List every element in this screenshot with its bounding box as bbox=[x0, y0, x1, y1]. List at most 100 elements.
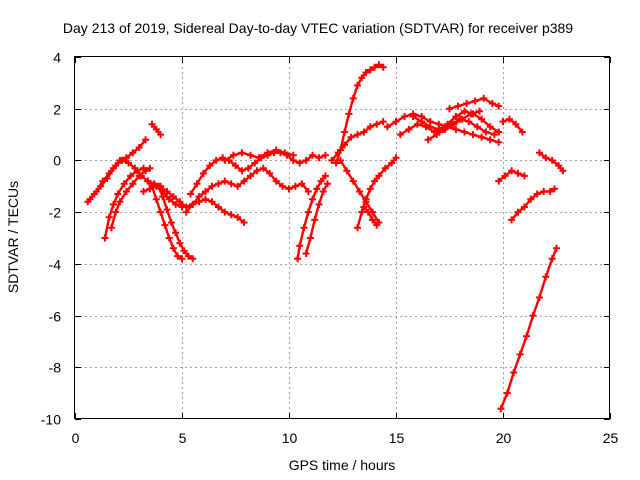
data-point bbox=[129, 149, 137, 157]
data-point bbox=[366, 185, 374, 193]
data-point bbox=[354, 224, 361, 232]
data-point bbox=[358, 74, 366, 82]
data-point bbox=[169, 244, 177, 252]
data-point bbox=[161, 221, 169, 229]
data-point bbox=[476, 107, 483, 115]
data-point bbox=[332, 159, 340, 167]
series-s23 bbox=[424, 107, 483, 144]
data-point bbox=[546, 188, 554, 195]
data-point bbox=[120, 180, 128, 188]
data-point bbox=[180, 247, 188, 255]
data-point bbox=[140, 188, 147, 195]
data-point bbox=[101, 234, 109, 242]
data-point bbox=[178, 203, 186, 211]
data-point bbox=[92, 188, 100, 195]
data-point bbox=[426, 123, 434, 131]
series-s22 bbox=[446, 94, 503, 113]
data-point bbox=[133, 167, 141, 175]
data-point bbox=[195, 193, 203, 201]
data-point bbox=[127, 172, 135, 180]
data-point bbox=[112, 162, 120, 170]
data-point bbox=[178, 255, 186, 263]
data-point bbox=[388, 159, 396, 167]
data-point bbox=[553, 244, 560, 252]
data-point bbox=[313, 185, 321, 193]
data-point bbox=[341, 128, 349, 136]
data-point bbox=[296, 159, 304, 167]
data-point bbox=[336, 156, 344, 164]
data-point bbox=[227, 211, 235, 219]
data-point bbox=[473, 123, 481, 131]
data-point bbox=[302, 250, 310, 257]
data-point bbox=[208, 198, 216, 206]
data-point bbox=[540, 188, 548, 195]
data-point bbox=[208, 182, 216, 190]
data-point bbox=[345, 110, 353, 118]
data-point bbox=[356, 188, 364, 195]
data-point bbox=[503, 389, 511, 397]
data-point bbox=[482, 128, 490, 136]
data-point bbox=[486, 123, 494, 131]
series-s8 bbox=[148, 120, 165, 139]
data-point bbox=[165, 234, 173, 242]
data-point bbox=[309, 151, 316, 159]
series-s7 bbox=[140, 182, 186, 211]
series-s16 bbox=[336, 156, 383, 226]
data-point bbox=[328, 156, 336, 164]
data-point bbox=[221, 156, 229, 164]
data-point bbox=[375, 61, 383, 69]
series-track bbox=[304, 182, 329, 255]
y-tick-label: 0 bbox=[53, 153, 61, 169]
data-point bbox=[135, 144, 143, 151]
data-point bbox=[366, 66, 374, 74]
data-point bbox=[234, 213, 242, 221]
data-point bbox=[471, 97, 479, 105]
data-point bbox=[129, 180, 137, 188]
data-point bbox=[375, 172, 383, 180]
data-point bbox=[369, 216, 376, 224]
data-point bbox=[135, 172, 143, 180]
data-point bbox=[362, 69, 370, 76]
data-point bbox=[144, 177, 152, 185]
data-point bbox=[214, 203, 222, 211]
data-point bbox=[193, 180, 201, 188]
data-point bbox=[371, 177, 379, 185]
data-point bbox=[125, 159, 132, 167]
x-tick-label: 10 bbox=[282, 430, 298, 446]
data-point bbox=[311, 216, 319, 224]
data-point bbox=[229, 151, 237, 159]
data-point bbox=[409, 113, 417, 120]
data-point bbox=[433, 131, 441, 139]
data-point bbox=[364, 208, 372, 216]
data-point bbox=[465, 118, 473, 126]
data-point bbox=[114, 190, 122, 198]
y-tick-label: -6 bbox=[49, 309, 62, 325]
data-point bbox=[478, 133, 486, 141]
data-point bbox=[142, 136, 150, 144]
series-s18 bbox=[360, 203, 381, 229]
data-point bbox=[347, 133, 355, 141]
data-point bbox=[118, 156, 126, 164]
data-point bbox=[247, 172, 254, 180]
plot-frame bbox=[74, 56, 610, 419]
data-point bbox=[142, 167, 150, 175]
data-point bbox=[371, 63, 379, 71]
data-point bbox=[174, 252, 182, 260]
data-point bbox=[559, 167, 567, 175]
data-point bbox=[105, 169, 113, 177]
data-point bbox=[392, 118, 400, 126]
data-point bbox=[527, 195, 535, 203]
data-point bbox=[341, 141, 349, 149]
data-point bbox=[247, 151, 254, 159]
data-point bbox=[169, 193, 177, 201]
data-point bbox=[105, 213, 113, 221]
data-point bbox=[304, 188, 312, 195]
data-point bbox=[413, 120, 421, 128]
series-s26 bbox=[508, 185, 558, 224]
x-tick-label: 25 bbox=[603, 430, 619, 446]
data-point bbox=[446, 105, 453, 113]
data-point bbox=[405, 125, 413, 133]
data-point bbox=[163, 206, 171, 214]
data-point bbox=[360, 128, 368, 136]
data-point bbox=[452, 113, 460, 120]
